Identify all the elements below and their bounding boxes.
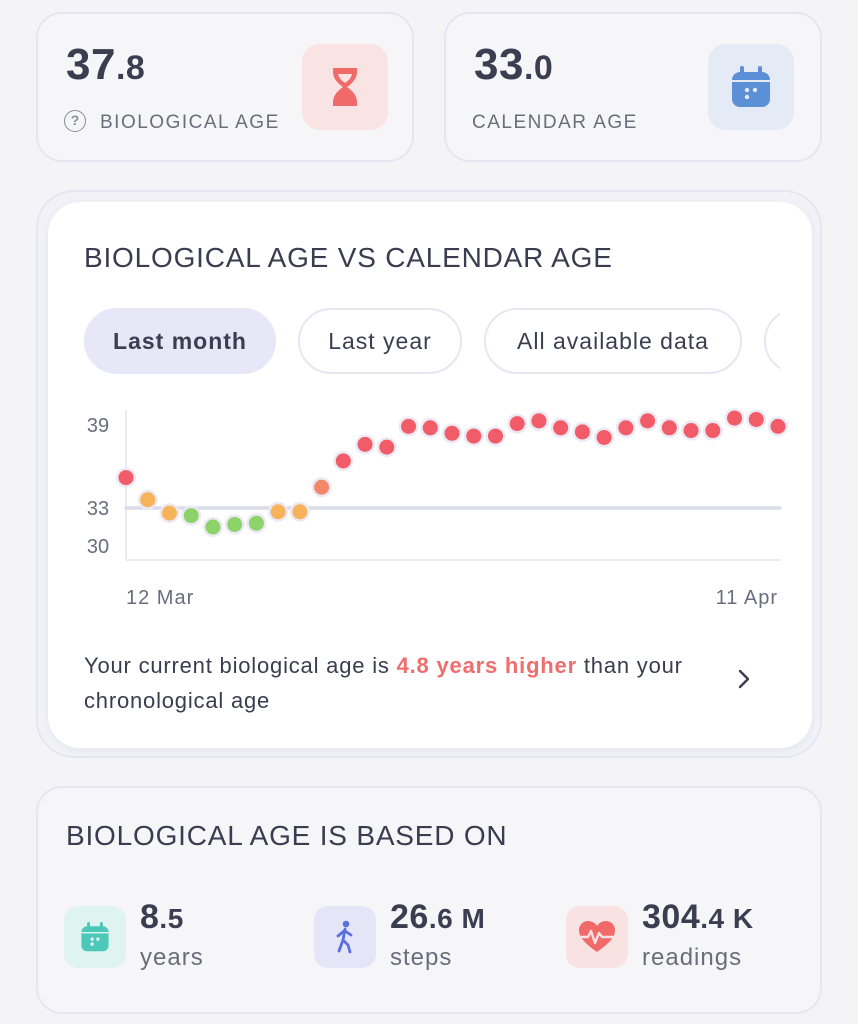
data-point [466,428,482,444]
metric-readings-unit: readings [642,944,743,971]
data-point [727,410,743,426]
based-on-card: BIOLOGICAL AGE IS BASED ON 8.5 years 26.… [36,786,822,1014]
bio-vs-calendar-panel: BIOLOGICAL AGE VS CALENDAR AGE Last mont… [48,202,812,748]
data-point [140,492,156,508]
x-tick-label: 11 Apr [716,587,778,609]
based-on-title: BIOLOGICAL AGE IS BASED ON [66,820,508,851]
data-point [618,420,634,436]
data-point [379,439,395,455]
bio-vs-calendar-card: BIOLOGICAL AGE VS CALENDAR AGE Last mont… [36,190,822,758]
help-icon[interactable]: ? [64,110,86,132]
data-point [161,505,177,521]
data-point [401,418,417,434]
data-point [183,508,199,524]
chevron-right-icon[interactable] [732,664,756,694]
data-point [248,515,264,531]
tab-last-month[interactable]: Last month [84,308,276,374]
tab-all-available-data[interactable]: All available data [484,308,742,374]
data-point [314,479,330,495]
y-tick-label: 39 [87,415,109,437]
data-point [227,516,243,532]
walking-person-icon [314,906,376,968]
metric-steps-value: 26.6 M [390,898,486,936]
data-point [748,411,764,427]
age-scatter-chart: 30 33 39 12 Mar 11 Apr [87,408,788,609]
data-point [531,413,547,429]
data-point [770,418,786,434]
calendar-age-value: 33.0 [474,40,554,89]
data-point [444,425,460,441]
calendar-age-card[interactable]: 33.0 CALENDAR AGE [444,12,822,162]
data-point [661,420,677,436]
y-tick-label: 33 [87,498,109,520]
biological-age-label: BIOLOGICAL AGE [100,112,280,133]
x-tick-label: 12 Mar [126,587,194,609]
calendar-icon [64,906,126,968]
tab-more[interactable] [764,308,780,374]
data-point [509,416,525,432]
metric-years-value: 8.5 [140,898,184,936]
data-point [640,413,656,429]
calendar-icon [708,44,794,130]
chart-title: BIOLOGICAL AGE VS CALENDAR AGE [84,242,613,273]
data-point [205,519,221,535]
y-tick-label: 30 [87,536,109,558]
data-point [705,423,721,439]
data-point [118,470,134,486]
tab-last-year[interactable]: Last year [298,308,462,374]
data-point [357,436,373,452]
metric-readings-value: 304.4 K [642,898,754,936]
calendar-age-label: CALENDAR AGE [472,112,638,133]
heart-rate-icon [566,906,628,968]
data-point [422,420,438,436]
data-point [335,453,351,469]
biological-age-value: 37.8 [66,40,146,89]
data-point [574,424,590,440]
data-point [487,428,503,444]
data-point [292,504,308,520]
data-point [270,504,286,520]
data-point [596,429,612,445]
age-difference-highlight: 4.8 years higher [396,653,577,678]
time-range-tabs: Last month Last year All available data [84,308,780,374]
data-point [683,423,699,439]
metric-years-unit: years [140,944,204,971]
age-summary-text: Your current biological age is 4.8 years… [84,653,683,713]
hourglass-icon [302,44,388,130]
biological-age-card[interactable]: 37.8 ? BIOLOGICAL AGE [36,12,414,162]
data-point [553,420,569,436]
metric-steps-unit: steps [390,944,453,971]
